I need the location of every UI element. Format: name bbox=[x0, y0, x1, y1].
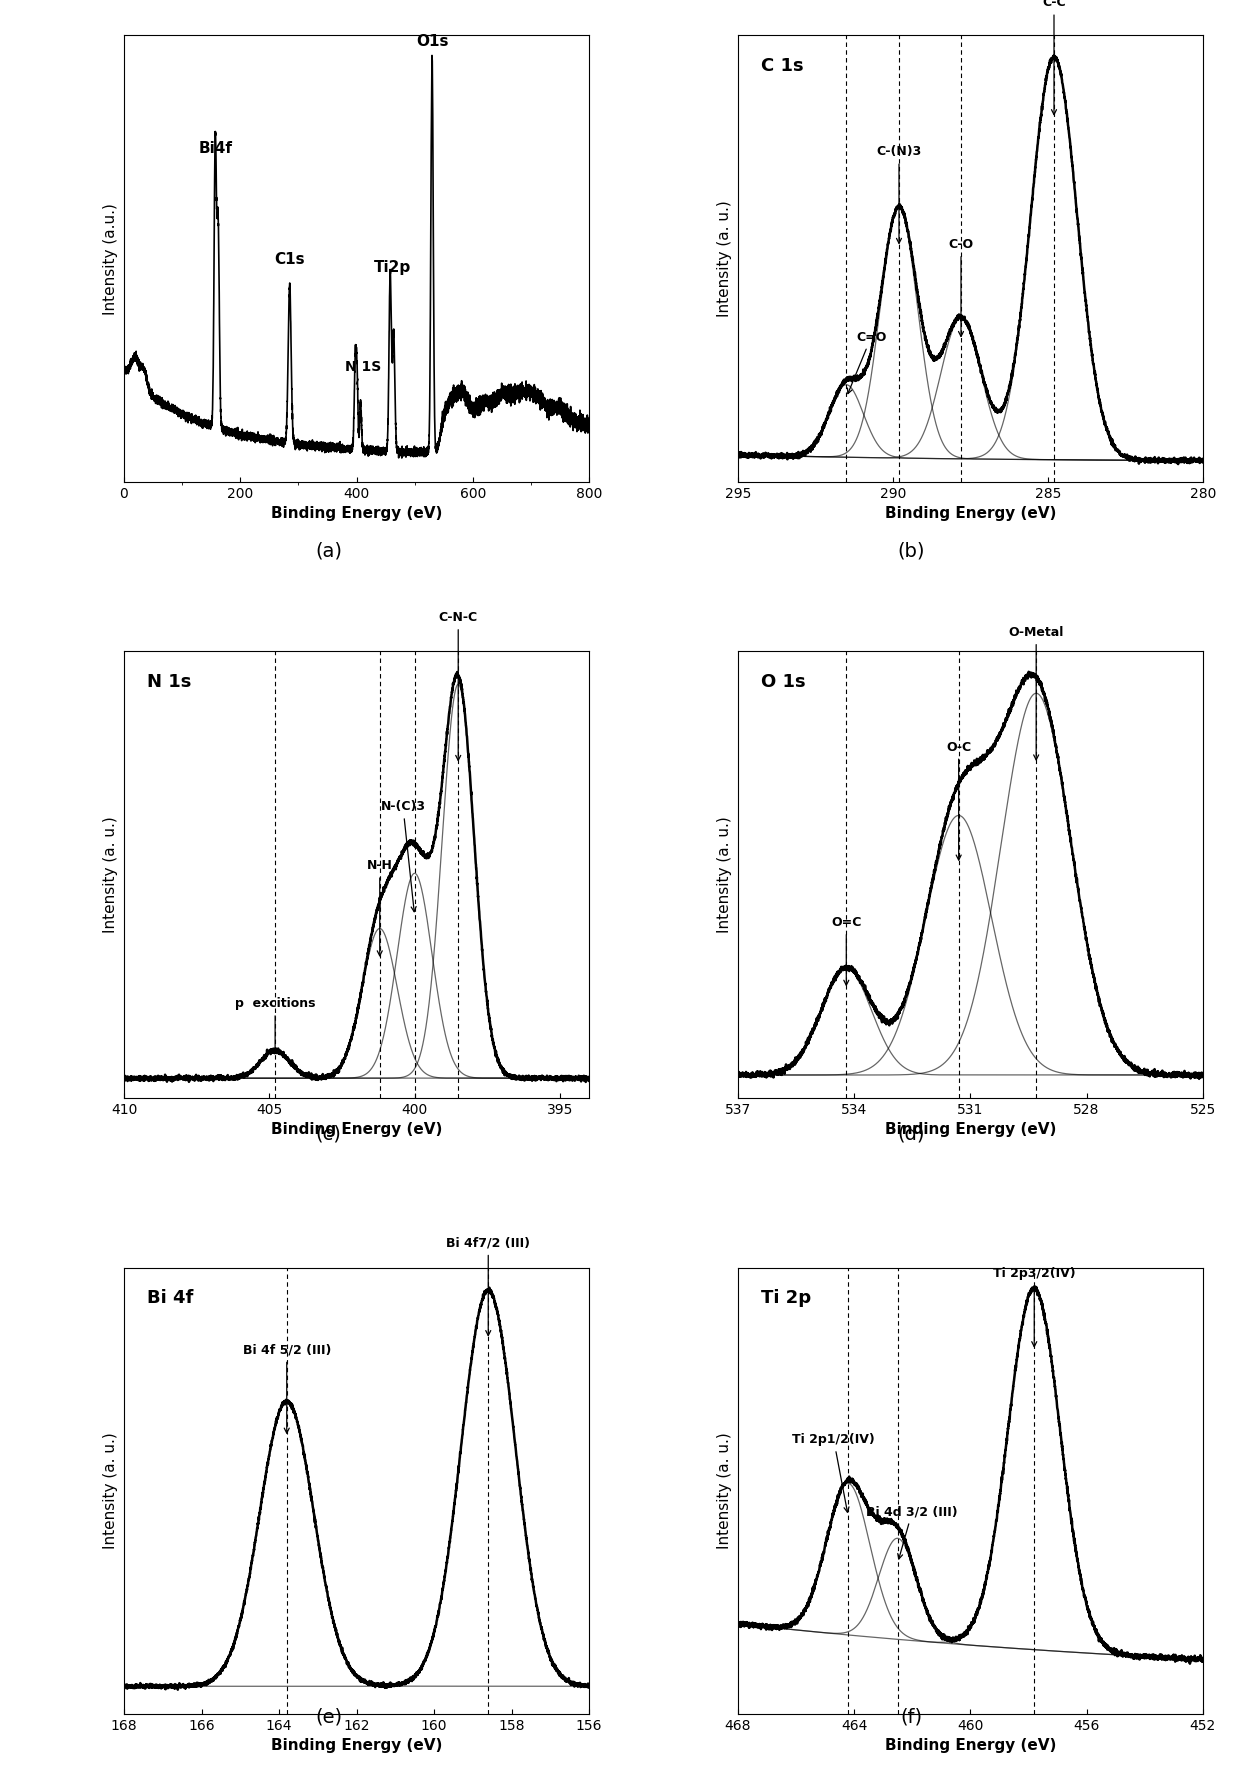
Y-axis label: Intensity (a.u.): Intensity (a.u.) bbox=[103, 203, 119, 315]
Text: (b): (b) bbox=[898, 542, 925, 560]
X-axis label: Binding Energy (eV): Binding Energy (eV) bbox=[270, 505, 443, 521]
Text: Bi4f: Bi4f bbox=[198, 141, 232, 155]
Text: O-Metal: O-Metal bbox=[1008, 626, 1064, 760]
Text: (a): (a) bbox=[315, 542, 342, 560]
Text: Ti 2p3/2(IV): Ti 2p3/2(IV) bbox=[993, 1267, 1075, 1346]
Text: (e): (e) bbox=[315, 1709, 342, 1726]
Text: Ti 2p1/2(IV): Ti 2p1/2(IV) bbox=[792, 1433, 875, 1513]
Text: C 1s: C 1s bbox=[761, 57, 804, 74]
Text: (f): (f) bbox=[900, 1709, 923, 1726]
Text: N 1S: N 1S bbox=[345, 360, 381, 383]
X-axis label: Binding Energy (eV): Binding Energy (eV) bbox=[884, 1122, 1056, 1138]
Y-axis label: Intensity (a. u.): Intensity (a. u.) bbox=[717, 1433, 733, 1550]
Y-axis label: Intensity (a. u.): Intensity (a. u.) bbox=[717, 200, 733, 316]
Text: Ti2p: Ti2p bbox=[374, 260, 412, 274]
Text: C-(N)3: C-(N)3 bbox=[877, 145, 921, 244]
X-axis label: Binding Energy (eV): Binding Energy (eV) bbox=[884, 505, 1056, 521]
Text: Bi 4f: Bi 4f bbox=[148, 1290, 193, 1308]
Text: C-O: C-O bbox=[949, 239, 973, 336]
Text: C-C: C-C bbox=[1042, 0, 1066, 115]
Text: O-C: O-C bbox=[946, 740, 971, 861]
Text: Ti 2p: Ti 2p bbox=[761, 1290, 811, 1308]
Text: C=O: C=O bbox=[847, 330, 887, 394]
Text: p  excitions: p excitions bbox=[234, 997, 315, 1053]
Text: C1s: C1s bbox=[274, 251, 305, 267]
X-axis label: Binding Energy (eV): Binding Energy (eV) bbox=[884, 1739, 1056, 1753]
Text: O1s: O1s bbox=[415, 34, 449, 49]
X-axis label: Binding Energy (eV): Binding Energy (eV) bbox=[270, 1739, 443, 1753]
Text: C-N-C: C-N-C bbox=[439, 611, 477, 760]
Text: O=C: O=C bbox=[831, 915, 862, 986]
Y-axis label: Intensity (a. u.): Intensity (a. u.) bbox=[103, 816, 119, 933]
Text: N-H: N-H bbox=[367, 859, 393, 956]
Text: Bi 4f 5/2 (III): Bi 4f 5/2 (III) bbox=[243, 1343, 331, 1433]
Y-axis label: Intensity (a. u.): Intensity (a. u.) bbox=[103, 1433, 119, 1550]
Text: N-(C)3: N-(C)3 bbox=[381, 800, 425, 912]
Text: N 1s: N 1s bbox=[148, 673, 192, 691]
Text: Bi 4f7/2 (III): Bi 4f7/2 (III) bbox=[446, 1237, 531, 1336]
X-axis label: Binding Energy (eV): Binding Energy (eV) bbox=[270, 1122, 443, 1138]
Text: (d): (d) bbox=[898, 1126, 925, 1143]
Text: (c): (c) bbox=[316, 1126, 341, 1143]
Text: O 1s: O 1s bbox=[761, 673, 806, 691]
Text: Bi 4d 3/2 (III): Bi 4d 3/2 (III) bbox=[867, 1505, 959, 1558]
Y-axis label: Intensity (a. u.): Intensity (a. u.) bbox=[717, 816, 733, 933]
